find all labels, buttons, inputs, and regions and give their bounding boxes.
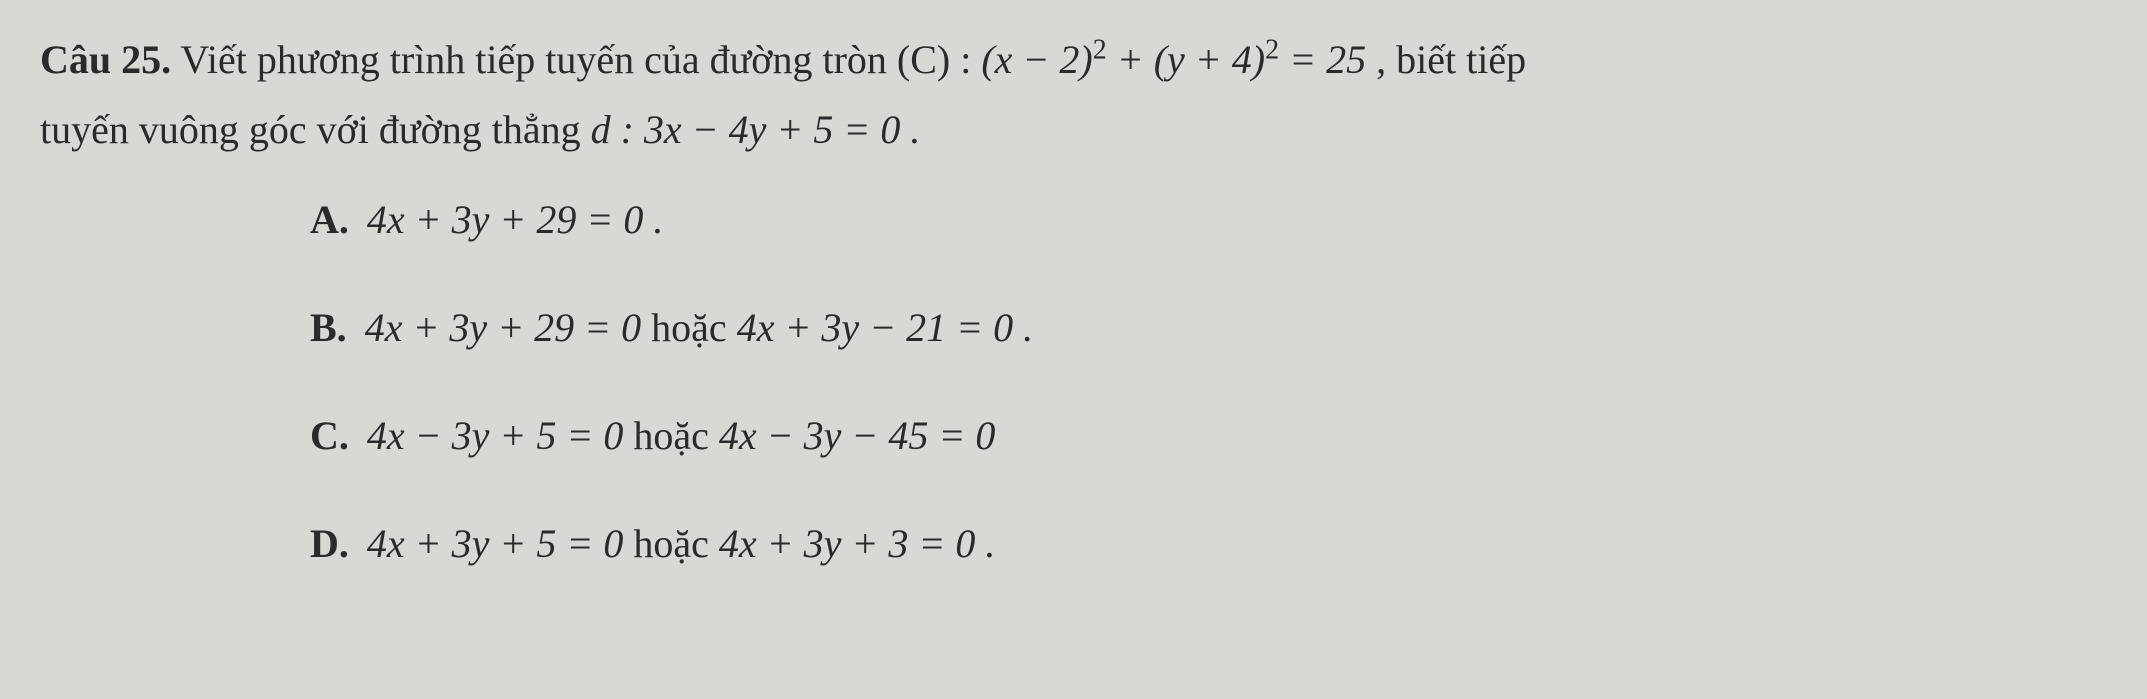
circle-eq-exp1: 2 [1093, 35, 1107, 66]
circle-eq-p3: = 25 [1279, 37, 1366, 82]
line-d-label: d [591, 107, 621, 152]
question-text-1: Viết phương trình tiếp tuyến của đường t… [171, 37, 897, 82]
option-b-label: B. [310, 305, 347, 350]
option-b: B. 4x + 3y + 29 = 0 hoặc 4x + 3y − 21 = … [310, 298, 2107, 358]
option-c-label: C. [310, 413, 349, 458]
option-d-label: D. [310, 521, 349, 566]
option-b-part2: 4x + 3y − 21 = 0 . [737, 305, 1033, 350]
option-b-part1: 4x + 3y + 29 = 0 [365, 305, 641, 350]
question-line-1: Câu 25. Viết phương trình tiếp tuyến của… [40, 28, 2107, 92]
option-a-label: A. [310, 197, 349, 242]
question-line-2: tuyến vuông góc với đường thẳng d : 3x −… [40, 98, 2107, 162]
circle-eq-p1: (x − 2) [981, 37, 1092, 82]
option-d-part2: 4x + 3y + 3 = 0 . [719, 521, 995, 566]
option-a-text: 4x + 3y + 29 = 0 . [367, 197, 663, 242]
option-d-conj: hoặc [623, 521, 719, 566]
option-c-part1: 4x − 3y + 5 = 0 [367, 413, 623, 458]
option-c: C. 4x − 3y + 5 = 0 hoặc 4x − 3y − 45 = 0 [310, 406, 2107, 466]
option-c-conj: hoặc [623, 413, 719, 458]
option-d: D. 4x + 3y + 5 = 0 hoặc 4x + 3y + 3 = 0 … [310, 514, 2107, 574]
options-block: A. 4x + 3y + 29 = 0 . B. 4x + 3y + 29 = … [40, 190, 2107, 574]
option-d-part1: 4x + 3y + 5 = 0 [367, 521, 623, 566]
question-text-suffix: , biết tiếp [1366, 37, 1526, 82]
question-text-2: tuyến vuông góc với đường thẳng [40, 107, 591, 152]
option-b-conj: hoặc [641, 305, 737, 350]
circle-eq-p2: + (y + 4) [1107, 37, 1265, 82]
line-d-eq: : 3x − 4y + 5 = 0 . [621, 107, 921, 152]
circle-label: (C) : [897, 37, 981, 82]
circle-eq-exp2: 2 [1265, 35, 1279, 66]
option-a: A. 4x + 3y + 29 = 0 . [310, 190, 2107, 250]
option-c-part2: 4x − 3y − 45 = 0 [719, 413, 995, 458]
question-label: Câu 25. [40, 37, 171, 82]
